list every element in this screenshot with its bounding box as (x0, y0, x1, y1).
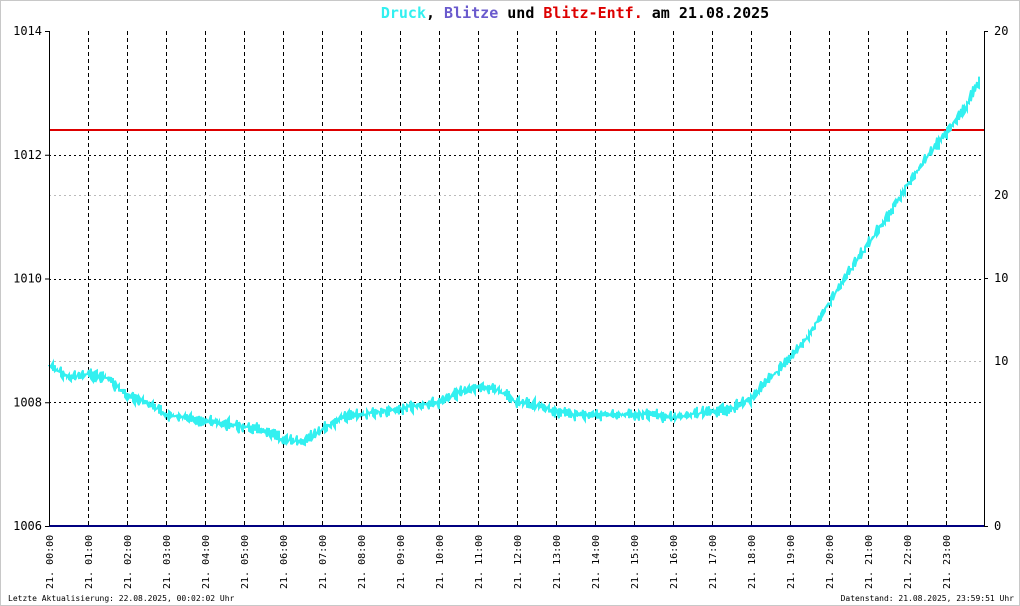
series-druck-line (48, 76, 980, 447)
x-tick-label: 21. 22:00 (903, 535, 914, 589)
y-left-tick-label: 1010 (13, 272, 42, 286)
x-tick-label: 21. 11:00 (474, 535, 485, 589)
x-tick-label: 21. 21:00 (864, 535, 875, 589)
y-left-tick-label: 1014 (13, 24, 42, 38)
x-tick-label: 21. 00:00 (45, 535, 56, 589)
tick-labels: 1014 1012 1010 1008 1006 20 10 0 20 10 21. 00:00 21… (13, 24, 1008, 589)
x-tick-label: 21. 07:00 (318, 535, 329, 589)
title-druck: Druck (381, 4, 426, 22)
y-right-tick-label: 20 (994, 24, 1008, 38)
x-tick-label: 21. 04:00 (201, 535, 212, 589)
plot-area (48, 76, 984, 527)
x-tick-label: 21. 03:00 (162, 535, 173, 589)
x-tick-label: 21. 06:00 (279, 535, 290, 589)
y-right-tick-label: 0 (994, 519, 1001, 533)
footer-last-update: Letzte Aktualisierung: 22.08.2025, 00:02… (8, 594, 235, 603)
x-tick-label: 21. 09:00 (396, 535, 407, 589)
x-tick-label: 21. 02:00 (123, 535, 134, 589)
x-tick-label: 21. 05:00 (240, 535, 251, 589)
y-right-red-tick-label: 10 (994, 354, 1008, 368)
title-und: und (498, 4, 543, 22)
x-tick-label: 21. 18:00 (747, 535, 758, 589)
title-blitze: Blitze (435, 4, 498, 22)
title-comma: , (426, 4, 435, 22)
chart-title: Druck, Blitze und Blitz-Entf. am 21.08.2… (381, 4, 769, 22)
grid (49, 31, 984, 526)
x-tick-label: 21. 14:00 (591, 535, 602, 589)
x-tick-label: 21. 19:00 (786, 535, 797, 589)
footer-data-status: Datenstand: 21.08.2025, 23:59:51 Uhr (841, 594, 1015, 603)
x-tick-label: 21. 13:00 (552, 535, 563, 589)
y-right-red-tick-label: 20 (994, 188, 1008, 202)
x-tick-label: 21. 17:00 (708, 535, 719, 589)
y-right-tick-label: 10 (994, 271, 1008, 285)
axes (45, 31, 988, 527)
y-left-tick-label: 1006 (13, 519, 42, 533)
x-tick-label: 21. 15:00 (630, 535, 641, 589)
x-tick-label: 21. 23:00 (942, 535, 953, 589)
x-tick-label: 21. 01:00 (84, 535, 95, 589)
x-tick-label: 21. 16:00 (669, 535, 680, 589)
y-left-tick-label: 1012 (13, 148, 42, 162)
title-blitz-entf: Blitz-Entf. (543, 4, 642, 22)
x-tick-label: 21. 08:00 (357, 535, 368, 589)
y-left-tick-label: 1008 (13, 395, 42, 409)
title-date: am 21.08.2025 (643, 4, 769, 22)
x-tick-label: 21. 20:00 (825, 535, 836, 589)
x-tick-label: 21. 10:00 (435, 535, 446, 589)
x-tick-label: 21. 12:00 (513, 535, 524, 589)
